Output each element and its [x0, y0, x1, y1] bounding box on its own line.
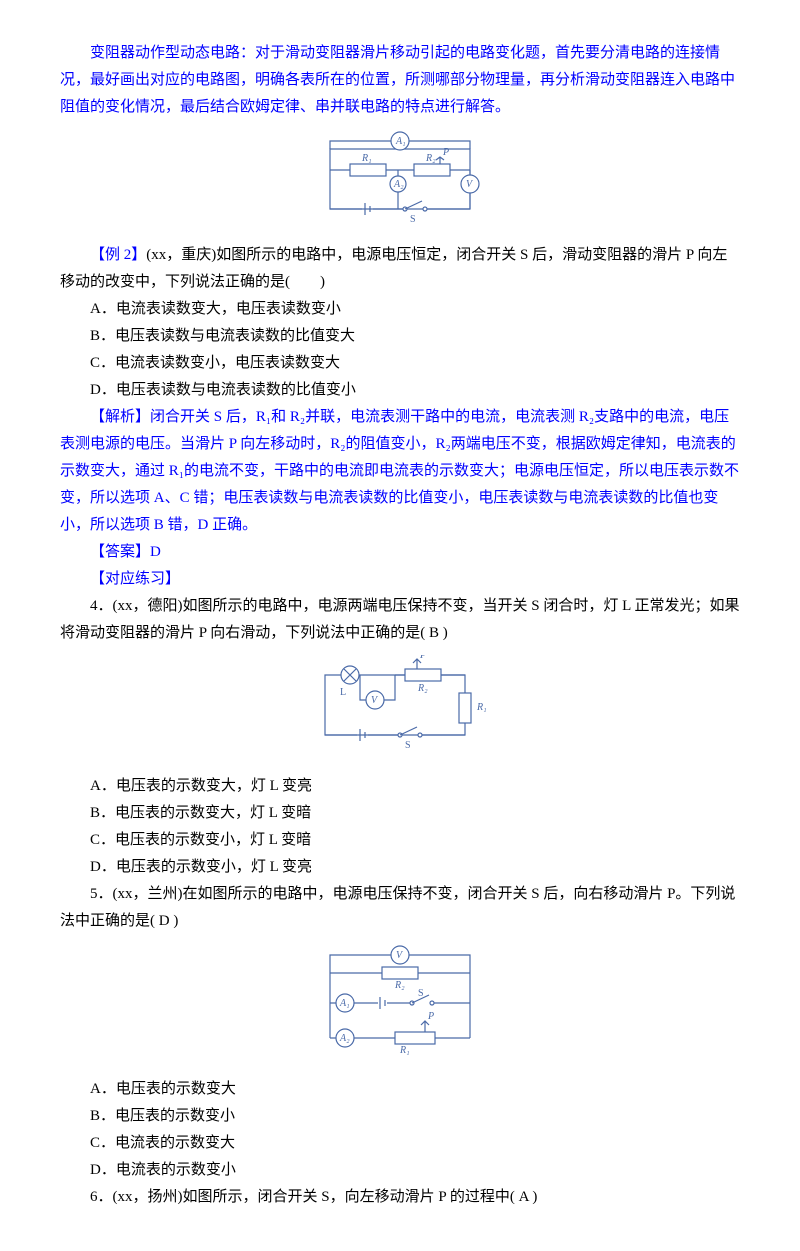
label-p3: P	[427, 1011, 434, 1022]
intro-text: 变阻器动作型动态电路：对于滑动变阻器滑片移动引起的电路变化题，首先要分清电路的连…	[60, 40, 740, 121]
label-a1c: A₁	[339, 998, 350, 1009]
circuit-diagram-1: A₁ R₁ P R₂ A₂ V S	[60, 129, 740, 234]
label-a2: A₂	[393, 179, 404, 190]
example2-analysis: 【解析】闭合开关 S 后，R₁和 R₂并联，电流表测干路中的电流，电流表测 R₂…	[60, 404, 740, 539]
ex2-option-c: C．电流表读数变小，电压表读数变大	[60, 350, 740, 377]
q4-option-c: C．电压表的示数变小，灯 L 变暗	[60, 827, 740, 854]
q4-option-b: B．电压表的示数变大，灯 L 变暗	[60, 800, 740, 827]
label-l: L	[340, 687, 346, 698]
label-a2c: A₂	[339, 1033, 350, 1044]
label-p: P	[442, 147, 449, 158]
label-r1: R₁	[361, 153, 372, 164]
label-r2: R₂	[425, 153, 436, 164]
label-r1c: R₁	[399, 1045, 410, 1056]
q4-stem: 4．(xx，德阳)如图所示的电路中，电源两端电压保持不变，当开关 S 闭合时，灯…	[60, 593, 740, 647]
q5-option-d: D．电流表的示数变小	[60, 1157, 740, 1184]
label-r1b: R₁	[476, 702, 487, 713]
ex2-option-d: D．电压表读数与电流表读数的比值变小	[60, 377, 740, 404]
q4-option-d: D．电压表的示数变小，灯 L 变亮	[60, 854, 740, 881]
ex2-option-a: A．电流表读数变大，电压表读数变小	[60, 296, 740, 323]
label-s: S	[410, 214, 416, 224]
example2-prefix: 【例 2】	[90, 247, 146, 263]
label-a1: A₁	[395, 136, 406, 147]
label-s3: S	[418, 988, 424, 999]
label-p2: P	[419, 655, 426, 661]
q4-option-a: A．电压表的示数变大，灯 L 变亮	[60, 773, 740, 800]
label-s2: S	[405, 740, 411, 751]
ex2-option-b: B．电压表读数与电流表读数的比值变大	[60, 323, 740, 350]
q6-stem: 6．(xx，扬州)如图所示，闭合开关 S，向左移动滑片 P 的过程中( A )	[60, 1184, 740, 1211]
example2-answer: 【答案】D	[60, 539, 740, 566]
label-r2c: R₂	[394, 980, 405, 991]
q5-option-a: A．电压表的示数变大	[60, 1076, 740, 1103]
label-r2b: R₂	[417, 683, 428, 694]
circuit-diagram-2: L V P R₂ R₁ S	[60, 655, 740, 765]
q5-option-c: C．电流表的示数变大	[60, 1130, 740, 1157]
circuit-diagram-3: V R₂ S A₁ A₂ R₁ P	[60, 943, 740, 1068]
example2-stem: 【例 2】(xx，重庆)如图所示的电路中，电源电压恒定，闭合开关 S 后，滑动变…	[60, 242, 740, 296]
q5-stem: 5．(xx，兰州)在如图所示的电路中，电源电压保持不变，闭合开关 S 后，向右移…	[60, 881, 740, 935]
q5-option-b: B．电压表的示数变小	[60, 1103, 740, 1130]
practice-label: 【对应练习】	[60, 566, 740, 593]
